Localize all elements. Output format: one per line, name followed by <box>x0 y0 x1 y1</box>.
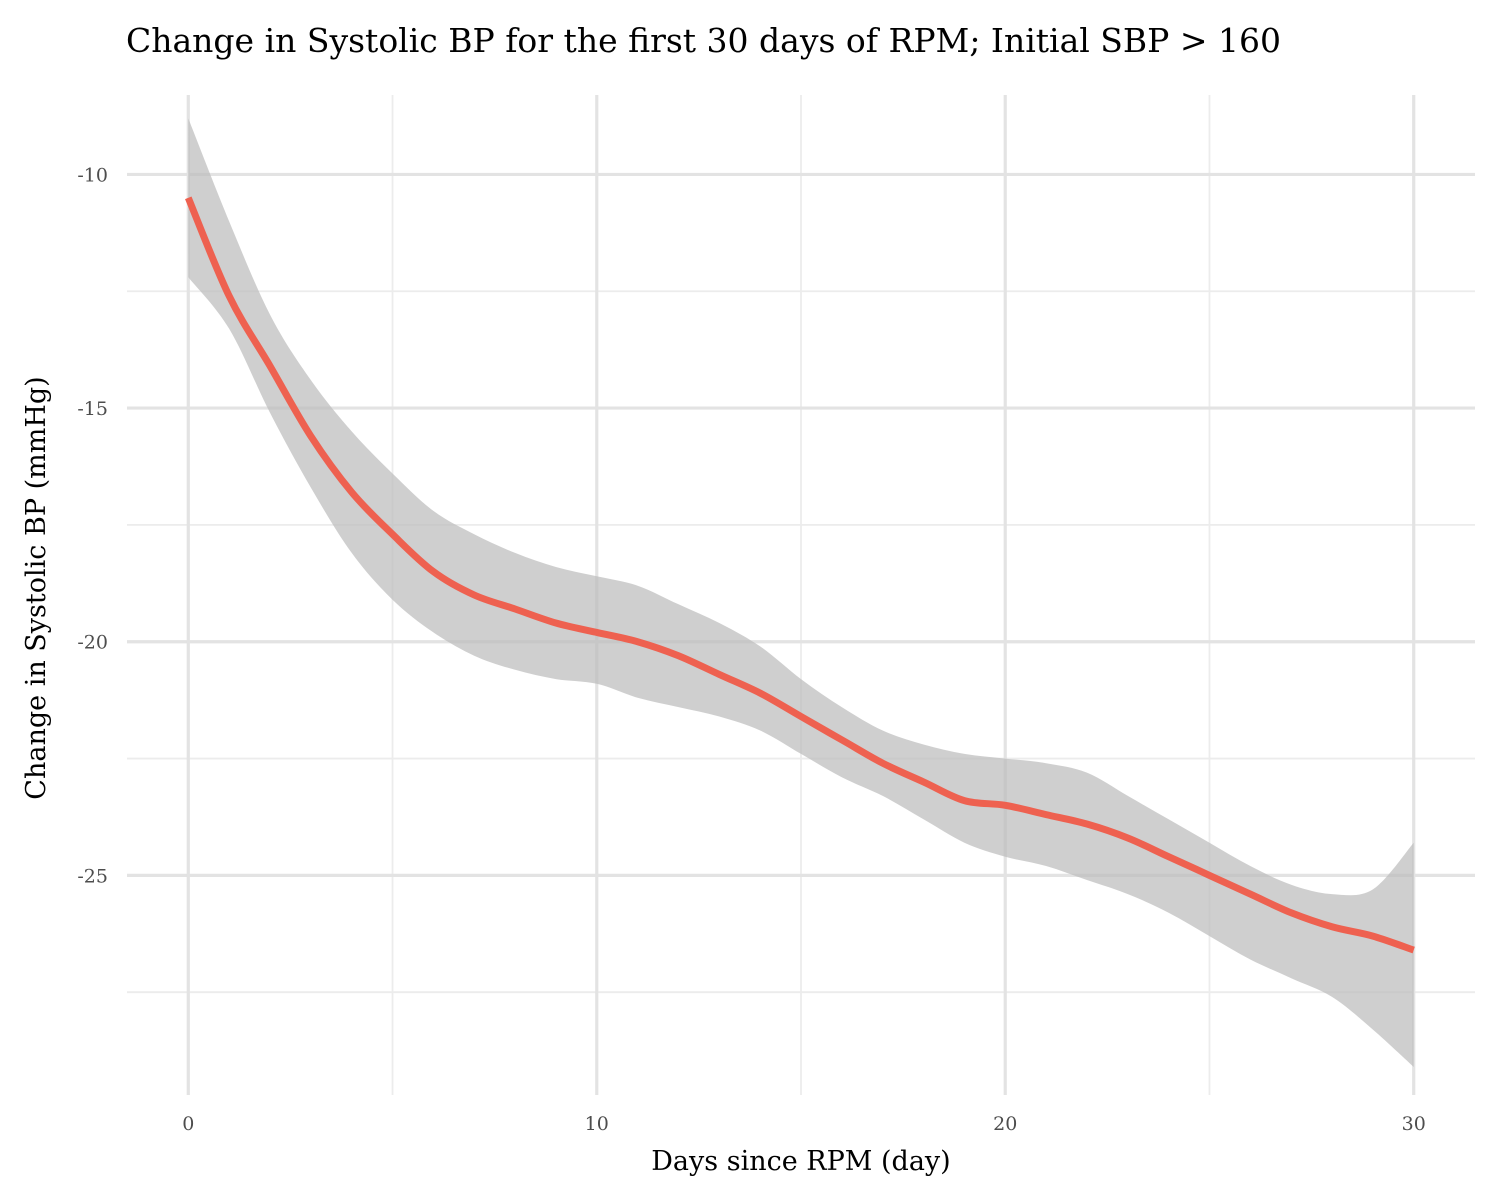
x-tick-label: 10 <box>585 1113 609 1135</box>
y-axis-title: Change in Systolic BP (mmHg) <box>21 376 52 799</box>
series-line-layer <box>185 196 1415 954</box>
x-axis-title: Days since RPM (day) <box>651 1146 950 1177</box>
series-line <box>185 196 1415 954</box>
y-tick-label: -20 <box>77 632 108 654</box>
x-tick-label: 0 <box>182 1113 194 1135</box>
chart-title: Change in Systolic BP for the first 30 d… <box>126 21 1281 60</box>
x-tick-label: 20 <box>993 1113 1017 1135</box>
x-tick-labels: 0 10 20 30 <box>182 1113 1426 1135</box>
x-tick-label: 30 <box>1402 1113 1426 1135</box>
y-tick-label: -15 <box>77 398 108 420</box>
y-tick-label: -25 <box>77 865 108 887</box>
y-tick-label: -10 <box>77 164 108 186</box>
y-tick-labels: -10 -15 -20 -25 <box>77 164 108 887</box>
